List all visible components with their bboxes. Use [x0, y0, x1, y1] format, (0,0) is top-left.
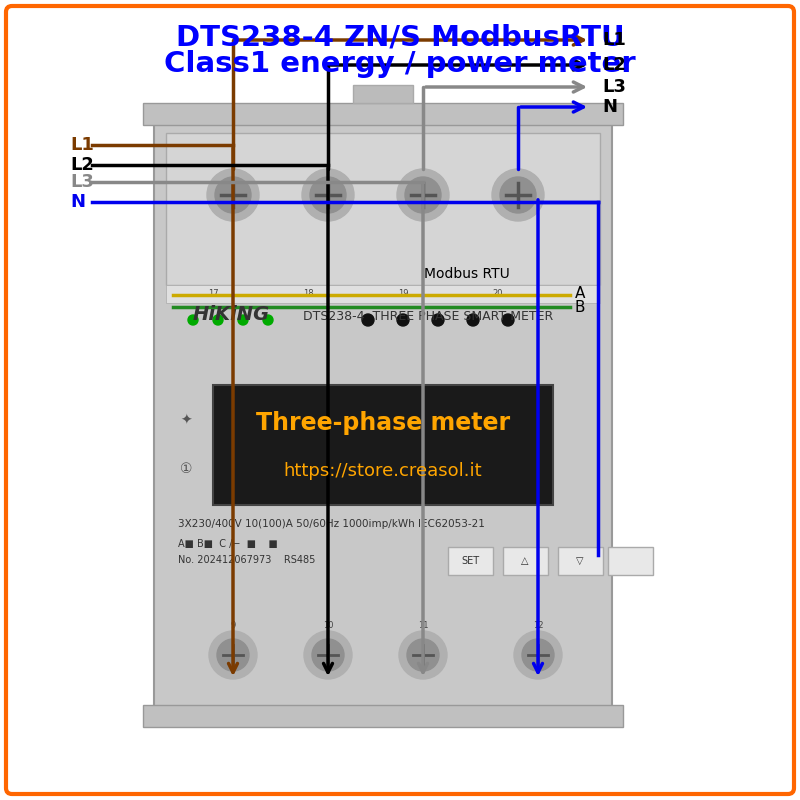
Circle shape	[312, 639, 344, 671]
Circle shape	[213, 315, 223, 325]
Circle shape	[514, 631, 562, 679]
Circle shape	[263, 315, 273, 325]
Circle shape	[302, 169, 354, 221]
Circle shape	[304, 631, 352, 679]
Text: 12: 12	[533, 621, 543, 630]
Text: 17: 17	[208, 290, 218, 298]
Circle shape	[397, 314, 409, 326]
Circle shape	[310, 177, 346, 213]
Circle shape	[397, 169, 449, 221]
Text: L2: L2	[70, 156, 94, 174]
Circle shape	[217, 639, 249, 671]
Text: L1: L1	[70, 136, 94, 154]
Text: 9: 9	[230, 621, 236, 630]
Text: SET: SET	[461, 556, 479, 566]
Bar	[558, 547, 603, 575]
Circle shape	[209, 631, 257, 679]
Text: ▽: ▽	[576, 556, 584, 566]
Text: N: N	[602, 98, 617, 116]
Text: 18: 18	[302, 290, 314, 298]
Bar	[503, 547, 548, 575]
Text: 20: 20	[493, 290, 503, 298]
FancyBboxPatch shape	[154, 121, 612, 709]
Bar	[448, 547, 493, 575]
Text: N: N	[70, 193, 85, 211]
Circle shape	[207, 169, 259, 221]
Text: 11: 11	[418, 621, 428, 630]
Circle shape	[215, 177, 251, 213]
Circle shape	[492, 169, 544, 221]
Circle shape	[522, 639, 554, 671]
Text: L2: L2	[602, 56, 626, 74]
Circle shape	[500, 177, 536, 213]
Bar	[143, 705, 623, 727]
Circle shape	[405, 177, 441, 213]
Text: Modbus RTU: Modbus RTU	[424, 267, 510, 281]
Circle shape	[502, 314, 514, 326]
Text: No. 202412067973    RS485: No. 202412067973 RS485	[178, 555, 315, 565]
Circle shape	[467, 314, 479, 326]
Circle shape	[432, 314, 444, 326]
Text: Class1 energy / power meter: Class1 energy / power meter	[164, 50, 636, 78]
Text: Three-phase meter: Three-phase meter	[256, 411, 510, 435]
Text: A■ B■  C /⌐  ■    ■: A■ B■ C /⌐ ■ ■	[178, 539, 278, 549]
Circle shape	[362, 314, 374, 326]
Text: DTS238-4 ZN/S ModbusRTU: DTS238-4 ZN/S ModbusRTU	[176, 24, 624, 52]
Text: L3: L3	[602, 78, 626, 96]
Bar	[213, 385, 553, 505]
Bar	[166, 133, 600, 285]
Bar	[166, 285, 600, 303]
Text: ✦: ✦	[180, 414, 192, 428]
Text: https://store.creasol.it: https://store.creasol.it	[284, 462, 482, 480]
Text: ①: ①	[180, 462, 192, 476]
Text: HiKiNG: HiKiNG	[193, 305, 270, 324]
Circle shape	[188, 315, 198, 325]
FancyBboxPatch shape	[6, 6, 794, 794]
Text: 10: 10	[322, 621, 334, 630]
Circle shape	[238, 315, 248, 325]
Text: △: △	[522, 556, 529, 566]
Text: L3: L3	[70, 173, 94, 191]
Text: DTS238-4  THREE PHASE SMART METER: DTS238-4 THREE PHASE SMART METER	[303, 310, 554, 323]
Text: A: A	[575, 286, 586, 302]
Text: B: B	[575, 301, 586, 315]
Bar	[143, 103, 623, 125]
Text: 19: 19	[398, 290, 408, 298]
Circle shape	[399, 631, 447, 679]
Text: L1: L1	[602, 31, 626, 49]
Text: 3X230/400V 10(100)A 50/60Hz 1000imp/kWh IEC62053-21: 3X230/400V 10(100)A 50/60Hz 1000imp/kWh …	[178, 519, 485, 529]
Circle shape	[407, 639, 439, 671]
Bar	[353, 85, 413, 103]
Bar	[608, 547, 653, 575]
